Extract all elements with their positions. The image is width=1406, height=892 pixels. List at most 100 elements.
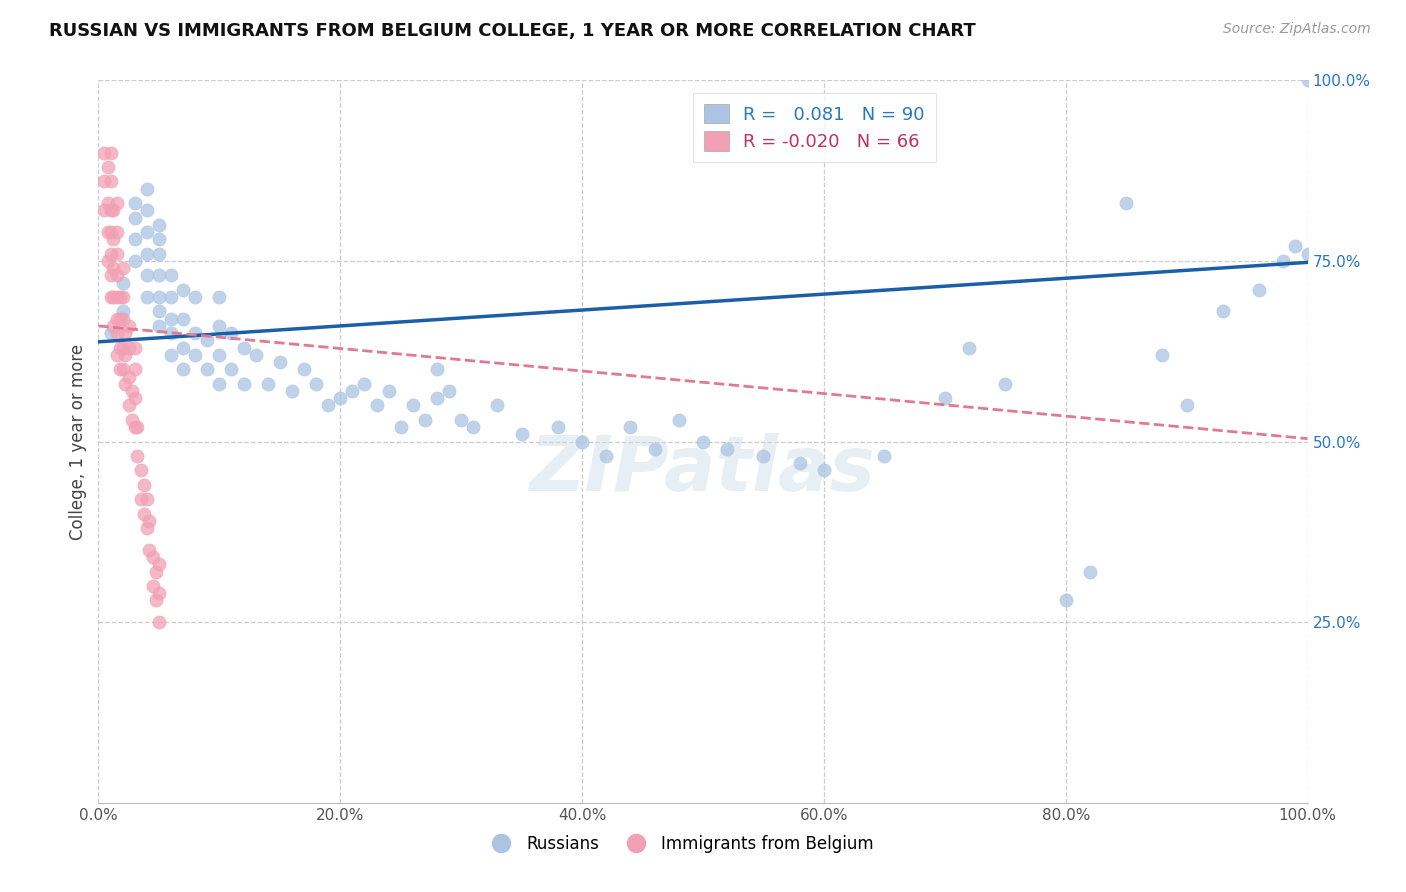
Point — [1152, 348, 1174, 362]
Point — [160, 326, 183, 340]
Point — [994, 376, 1017, 391]
Point — [105, 268, 128, 283]
Point — [595, 449, 617, 463]
Point — [426, 362, 449, 376]
Point — [118, 369, 141, 384]
Point — [124, 341, 146, 355]
Point — [957, 341, 980, 355]
Point — [184, 348, 207, 362]
Point — [101, 232, 124, 246]
Point — [148, 615, 170, 630]
Point — [121, 384, 143, 398]
Point — [571, 434, 593, 449]
Point — [111, 261, 134, 276]
Point — [172, 283, 194, 297]
Point — [160, 348, 183, 362]
Point — [105, 311, 128, 326]
Point — [813, 463, 835, 477]
Point — [437, 384, 460, 398]
Point — [148, 558, 170, 572]
Point — [135, 182, 157, 196]
Point — [160, 268, 183, 283]
Point — [160, 290, 183, 304]
Point — [114, 348, 136, 362]
Point — [366, 398, 388, 412]
Point — [342, 384, 364, 398]
Point — [413, 413, 436, 427]
Point — [129, 463, 152, 477]
Point — [292, 362, 315, 376]
Point — [135, 225, 157, 239]
Point — [269, 355, 291, 369]
Point — [716, 442, 738, 456]
Point — [668, 413, 690, 427]
Point — [100, 203, 122, 218]
Point — [114, 326, 136, 340]
Point — [105, 348, 128, 362]
Point — [195, 334, 218, 348]
Point — [148, 218, 170, 232]
Point — [1249, 283, 1271, 297]
Point — [105, 225, 128, 239]
Point — [108, 362, 131, 376]
Point — [245, 348, 267, 362]
Point — [160, 311, 183, 326]
Point — [148, 290, 170, 304]
Legend: Russians, Immigrants from Belgium: Russians, Immigrants from Belgium — [478, 828, 880, 860]
Point — [1296, 73, 1319, 87]
Point — [118, 318, 141, 333]
Point — [232, 376, 254, 391]
Point — [450, 413, 472, 427]
Point — [124, 211, 146, 225]
Point — [124, 362, 146, 376]
Point — [195, 362, 218, 376]
Point — [221, 326, 243, 340]
Point — [172, 362, 194, 376]
Point — [510, 427, 533, 442]
Point — [101, 203, 124, 218]
Point — [97, 253, 120, 268]
Point — [101, 290, 124, 304]
Point — [111, 341, 134, 355]
Point — [111, 304, 134, 318]
Point — [145, 593, 167, 607]
Point — [93, 174, 115, 188]
Point — [105, 290, 128, 304]
Point — [184, 290, 207, 304]
Point — [124, 253, 146, 268]
Point — [135, 521, 157, 535]
Point — [97, 225, 120, 239]
Point — [873, 449, 896, 463]
Point — [329, 391, 352, 405]
Point — [389, 420, 412, 434]
Point — [148, 586, 170, 600]
Point — [97, 160, 120, 174]
Point — [100, 290, 122, 304]
Point — [101, 318, 124, 333]
Point — [135, 492, 157, 507]
Point — [100, 268, 122, 283]
Point — [1284, 239, 1306, 253]
Point — [221, 362, 243, 376]
Point — [127, 420, 149, 434]
Point — [1175, 398, 1198, 412]
Point — [108, 341, 131, 355]
Point — [377, 384, 399, 398]
Point — [256, 376, 278, 391]
Point — [1212, 304, 1234, 318]
Point — [105, 196, 128, 211]
Point — [934, 391, 956, 405]
Point — [108, 311, 131, 326]
Point — [135, 268, 157, 283]
Point — [135, 203, 157, 218]
Text: Source: ZipAtlas.com: Source: ZipAtlas.com — [1223, 22, 1371, 37]
Text: ZIPatlas: ZIPatlas — [530, 434, 876, 508]
Point — [402, 398, 425, 412]
Point — [124, 420, 146, 434]
Point — [124, 391, 146, 405]
Point — [148, 232, 170, 246]
Point — [100, 145, 122, 160]
Point — [111, 290, 134, 304]
Point — [93, 145, 115, 160]
Point — [118, 398, 141, 412]
